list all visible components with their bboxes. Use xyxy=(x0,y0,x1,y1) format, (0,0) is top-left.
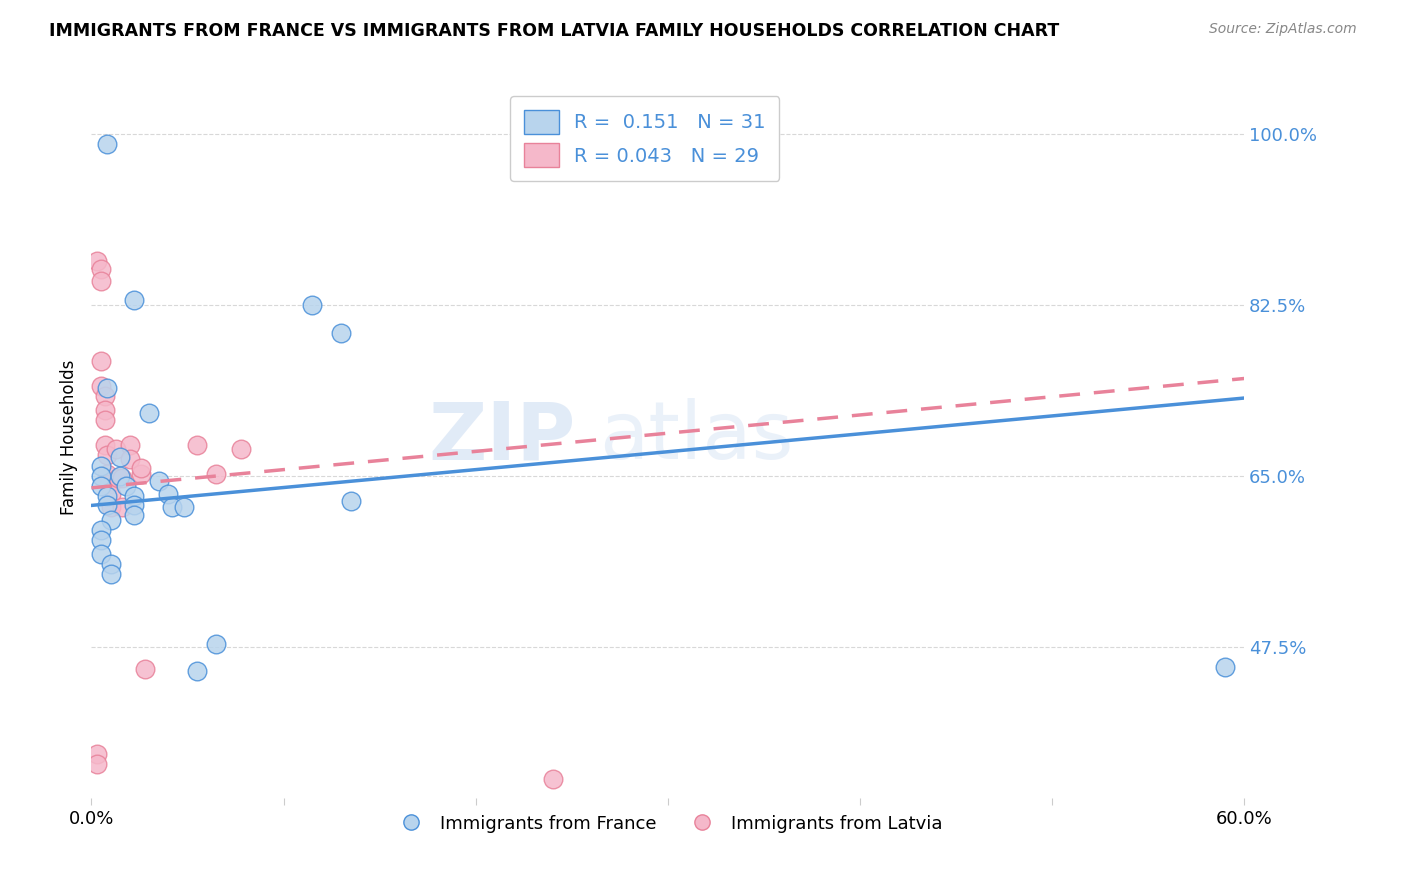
Point xyxy=(231,442,253,456)
Point xyxy=(110,469,132,483)
Point xyxy=(90,533,112,547)
Y-axis label: Family Households: Family Households xyxy=(59,359,77,515)
Point xyxy=(100,513,122,527)
Point xyxy=(90,354,112,368)
Point xyxy=(94,389,117,403)
Point xyxy=(205,467,228,482)
Point xyxy=(148,474,170,488)
Text: Source: ZipAtlas.com: Source: ZipAtlas.com xyxy=(1209,22,1357,37)
Point xyxy=(134,663,156,677)
Point xyxy=(541,772,564,786)
Point xyxy=(330,326,353,340)
Point xyxy=(96,381,118,395)
Point xyxy=(173,500,195,515)
Point xyxy=(160,500,183,515)
Point xyxy=(107,471,129,485)
Point xyxy=(122,508,145,523)
Point xyxy=(186,665,208,679)
Point xyxy=(186,438,208,452)
Point xyxy=(131,467,153,482)
Point xyxy=(111,500,134,515)
Point xyxy=(340,493,363,508)
Point xyxy=(94,412,117,426)
Point xyxy=(111,471,134,485)
Point xyxy=(86,254,108,268)
Text: ZIP: ZIP xyxy=(429,398,575,476)
Point xyxy=(90,469,112,483)
Point xyxy=(90,547,112,561)
Point xyxy=(96,137,118,152)
Point xyxy=(96,448,118,462)
Point xyxy=(110,450,132,464)
Point xyxy=(90,459,112,474)
Point xyxy=(118,451,141,466)
Point xyxy=(96,467,118,482)
Point xyxy=(122,293,145,308)
Point xyxy=(1213,659,1236,673)
Point xyxy=(90,479,112,493)
Point xyxy=(100,486,122,500)
Point xyxy=(90,523,112,537)
Point xyxy=(96,489,118,503)
Point xyxy=(94,402,117,417)
Point xyxy=(138,406,160,420)
Point xyxy=(205,637,228,651)
Legend: Immigrants from France, Immigrants from Latvia: Immigrants from France, Immigrants from … xyxy=(387,807,949,840)
Point xyxy=(90,379,112,393)
Point xyxy=(97,477,120,491)
Point xyxy=(90,262,112,277)
Point xyxy=(100,557,122,571)
Point xyxy=(131,461,153,475)
Point xyxy=(100,500,122,515)
Point xyxy=(86,757,108,772)
Point xyxy=(122,489,145,503)
Point xyxy=(157,486,180,500)
Text: atlas: atlas xyxy=(599,398,793,476)
Point xyxy=(94,438,117,452)
Point xyxy=(96,499,118,513)
Point xyxy=(115,479,138,493)
Point xyxy=(118,438,141,452)
Point xyxy=(86,747,108,762)
Text: IMMIGRANTS FROM FRANCE VS IMMIGRANTS FROM LATVIA FAMILY HOUSEHOLDS CORRELATION C: IMMIGRANTS FROM FRANCE VS IMMIGRANTS FRO… xyxy=(49,22,1060,40)
Point xyxy=(301,298,323,312)
Point xyxy=(122,499,145,513)
Point xyxy=(100,566,122,581)
Point xyxy=(105,442,128,456)
Point xyxy=(90,274,112,288)
